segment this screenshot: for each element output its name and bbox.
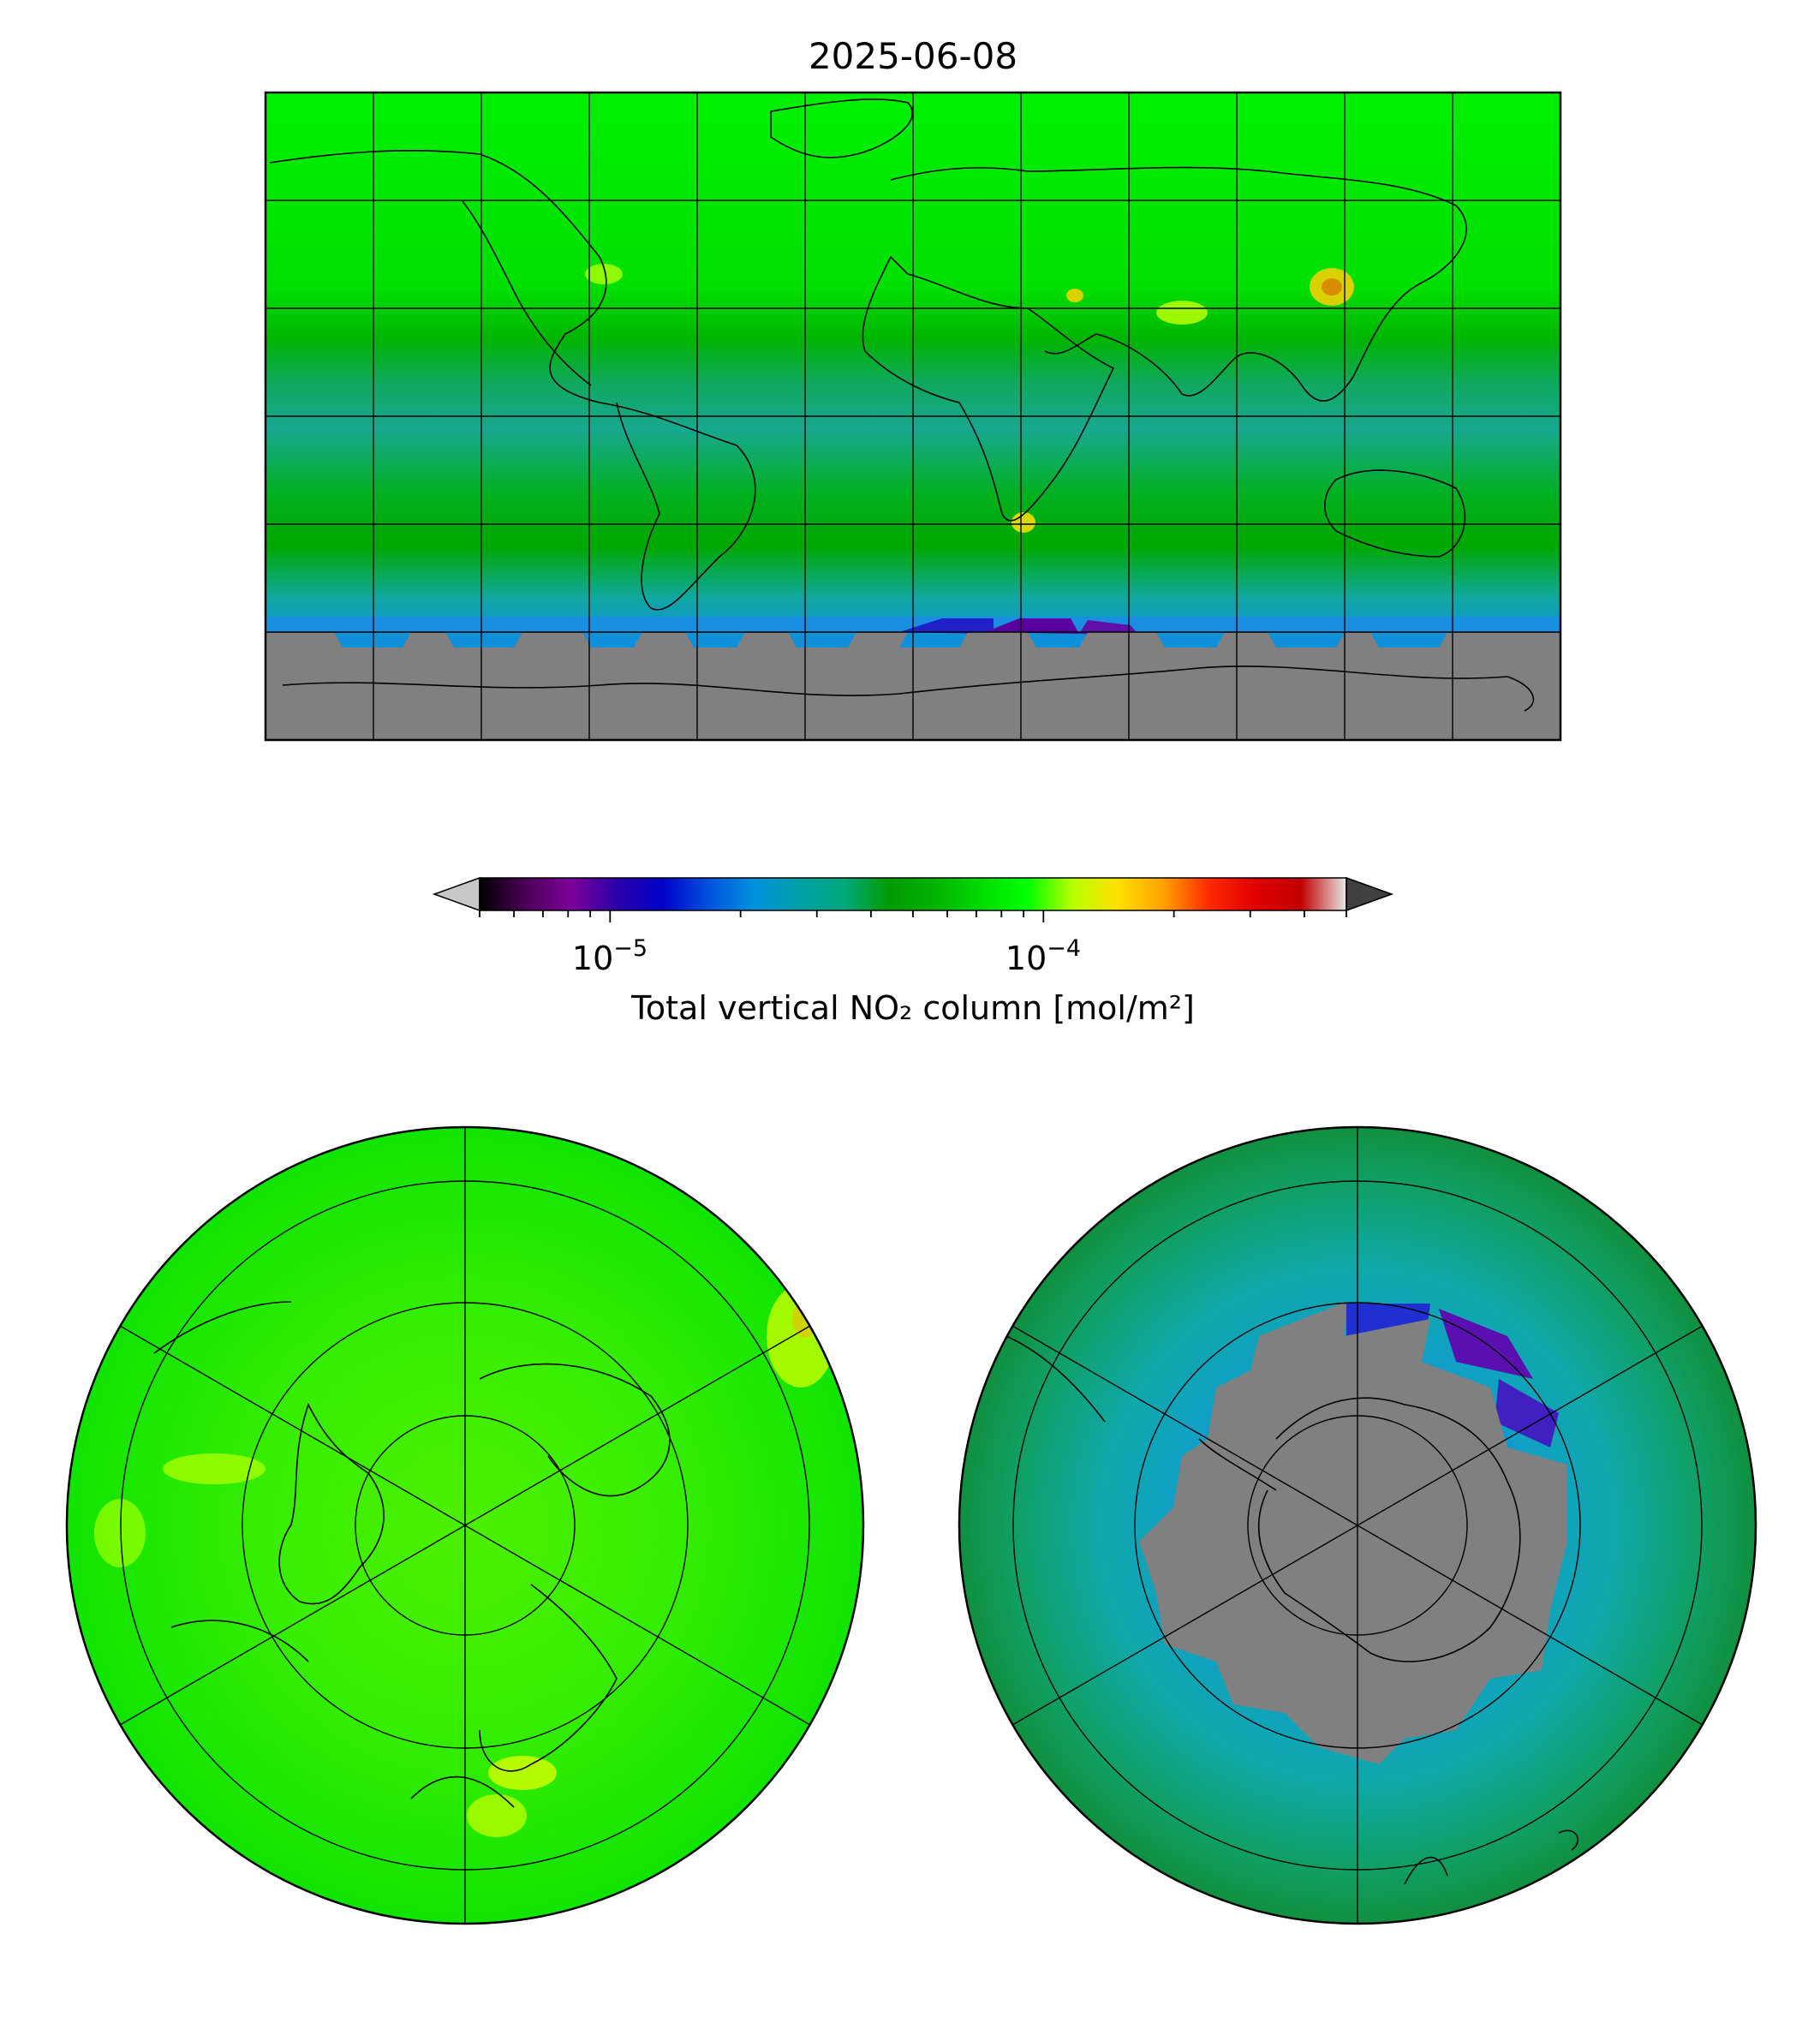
south-polar-graticule	[1011, 1127, 1704, 1924]
colorbar-over-extension	[1346, 876, 1394, 912]
colorbar-tick-labels: 10−5 10−4	[572, 935, 1081, 977]
colorbar-label: Total vertical NO₂ column [mol/m²]	[630, 989, 1195, 1027]
tick-label-1e-4: 10−4	[1005, 935, 1081, 977]
global-gridlines	[266, 92, 1560, 740]
hotspots	[585, 264, 1354, 533]
north-polar-hotspots	[94, 1285, 835, 1837]
south-polar-frame	[958, 1125, 1757, 1925]
colorbar-ticks	[479, 910, 1347, 922]
north-polar-graticule	[119, 1127, 811, 1924]
south-polar-map	[959, 1127, 1756, 1924]
south-polar-coastlines	[1005, 1335, 1578, 1885]
global-map	[266, 92, 1560, 740]
figure-title: 2025-06-08	[809, 35, 1017, 77]
global-frame	[264, 91, 1562, 742]
tick-label-1e-5: 10−5	[572, 935, 647, 977]
colorbar-under-extension	[432, 876, 480, 912]
colorbar-body	[480, 878, 1346, 910]
colorbar: 10−5 10−4 Total vertical NO₂ column [mol…	[432, 876, 1394, 1027]
north-polar-map	[67, 1127, 863, 1924]
coastlines	[269, 98, 1535, 712]
north-polar-coastlines	[153, 1301, 671, 1808]
north-polar-frame	[65, 1125, 865, 1925]
